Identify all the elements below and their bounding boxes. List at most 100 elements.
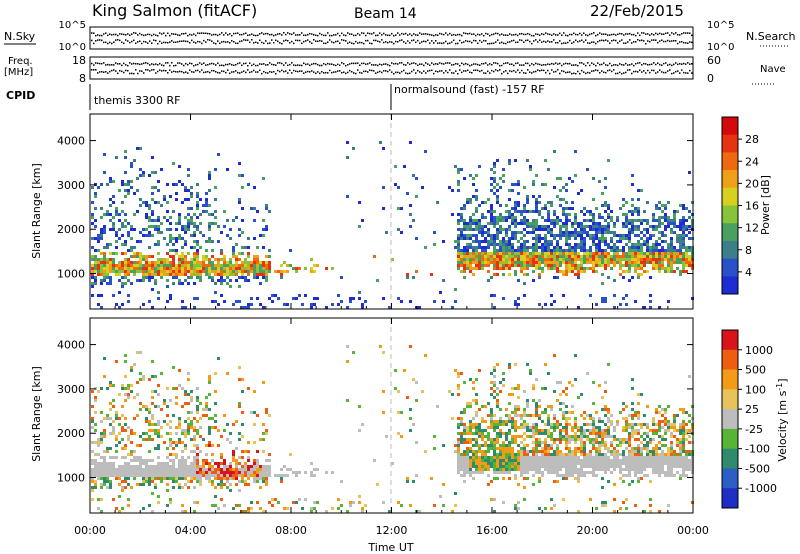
velocity-cell	[493, 396, 496, 399]
nsky-point	[459, 39, 461, 42]
velocity-cell	[97, 441, 100, 444]
velocity-cell	[259, 438, 262, 441]
velocity-cell	[241, 411, 244, 414]
power-cell	[598, 222, 601, 225]
power-cell	[190, 246, 193, 249]
cpid-right-text: normalsound (fast) -157 RF	[394, 83, 545, 96]
power-cell	[487, 270, 490, 273]
freq-point	[579, 62, 581, 64]
power-cell	[127, 249, 130, 252]
velocity-cell	[172, 477, 175, 480]
freq-point	[605, 64, 607, 66]
freq-point	[151, 69, 153, 71]
velocity-cell	[91, 486, 94, 489]
nsky-point	[185, 32, 187, 35]
velocity-cell	[157, 468, 160, 471]
power-cell	[475, 258, 478, 261]
velocity-cell	[160, 468, 163, 471]
nsky-point	[463, 41, 465, 43]
power-cell	[211, 279, 214, 282]
power-cell	[610, 249, 613, 252]
power-cell	[472, 267, 475, 270]
velocity-cell	[172, 468, 175, 471]
freq-point	[433, 72, 435, 75]
velocity-cell	[196, 468, 199, 471]
velocity-cell	[145, 468, 148, 471]
power-cell	[124, 243, 127, 246]
power-cell	[166, 201, 169, 204]
nsky-point	[327, 32, 329, 34]
power-cell	[469, 198, 472, 201]
power-cell	[640, 231, 643, 234]
freq-point	[109, 64, 111, 66]
nsky-point	[689, 41, 691, 43]
power-cell	[652, 261, 655, 264]
power-cell	[490, 258, 493, 261]
nsky-point	[485, 40, 487, 42]
freq-point	[175, 71, 177, 73]
power-cell	[238, 267, 241, 270]
nsky-point	[657, 41, 659, 44]
power-cell	[556, 246, 559, 249]
velocity-cell	[457, 456, 460, 459]
power-cell	[574, 174, 577, 177]
velocity-cell	[475, 465, 478, 468]
freq-point	[461, 71, 463, 74]
power-cell	[517, 303, 520, 306]
power-cell	[487, 279, 490, 282]
freq-point	[373, 64, 375, 66]
power-cell	[562, 252, 565, 255]
velocity-cell	[295, 471, 298, 474]
nsky-point	[609, 42, 611, 44]
power-cell	[133, 255, 136, 258]
velocity-cell	[139, 444, 142, 447]
velocity-cell	[118, 471, 121, 474]
power-cell	[475, 225, 478, 228]
freq-point	[467, 69, 469, 72]
power-cell	[493, 222, 496, 225]
nsky-point	[339, 42, 341, 44]
velocity-cell	[442, 483, 445, 486]
velocity-cell	[199, 450, 202, 453]
freq-point	[299, 64, 301, 67]
freq-point	[335, 64, 337, 67]
velocity-cell	[160, 408, 163, 411]
power-cell	[619, 264, 622, 267]
freq-point	[261, 63, 263, 65]
nsky-point	[303, 40, 305, 43]
velocity-cell	[109, 432, 112, 435]
power-cell	[571, 201, 574, 204]
velocity-cell	[175, 387, 178, 390]
nsky-tick-low: 10^0	[59, 42, 86, 53]
velocity-cell	[154, 375, 157, 378]
velocity-cell	[208, 474, 211, 477]
freq-point	[107, 63, 109, 66]
power-cell	[235, 258, 238, 261]
power-cell	[358, 225, 361, 228]
power-cell	[172, 162, 175, 165]
power-cell	[130, 237, 133, 240]
power-cell	[94, 276, 97, 279]
power-cell	[175, 276, 178, 279]
power-cell	[574, 261, 577, 264]
velocity-cell	[487, 402, 490, 405]
velocity-cell	[217, 477, 220, 480]
power-cell	[181, 228, 184, 231]
velocity-cell	[523, 498, 526, 501]
velocity-cell	[103, 459, 106, 462]
power-cell	[637, 249, 640, 252]
power-cell	[145, 267, 148, 270]
power-cell	[559, 177, 562, 180]
power-cell	[421, 186, 424, 189]
velocity-cell	[199, 477, 202, 480]
power-cell	[310, 306, 313, 309]
velocity-cell	[238, 432, 241, 435]
power-cell	[133, 273, 136, 276]
power-cell	[631, 231, 634, 234]
velocity-cell	[310, 471, 313, 474]
power-cell	[466, 243, 469, 246]
power-cell	[571, 207, 574, 210]
power-cell	[556, 195, 559, 198]
velocity-cell	[238, 480, 241, 483]
